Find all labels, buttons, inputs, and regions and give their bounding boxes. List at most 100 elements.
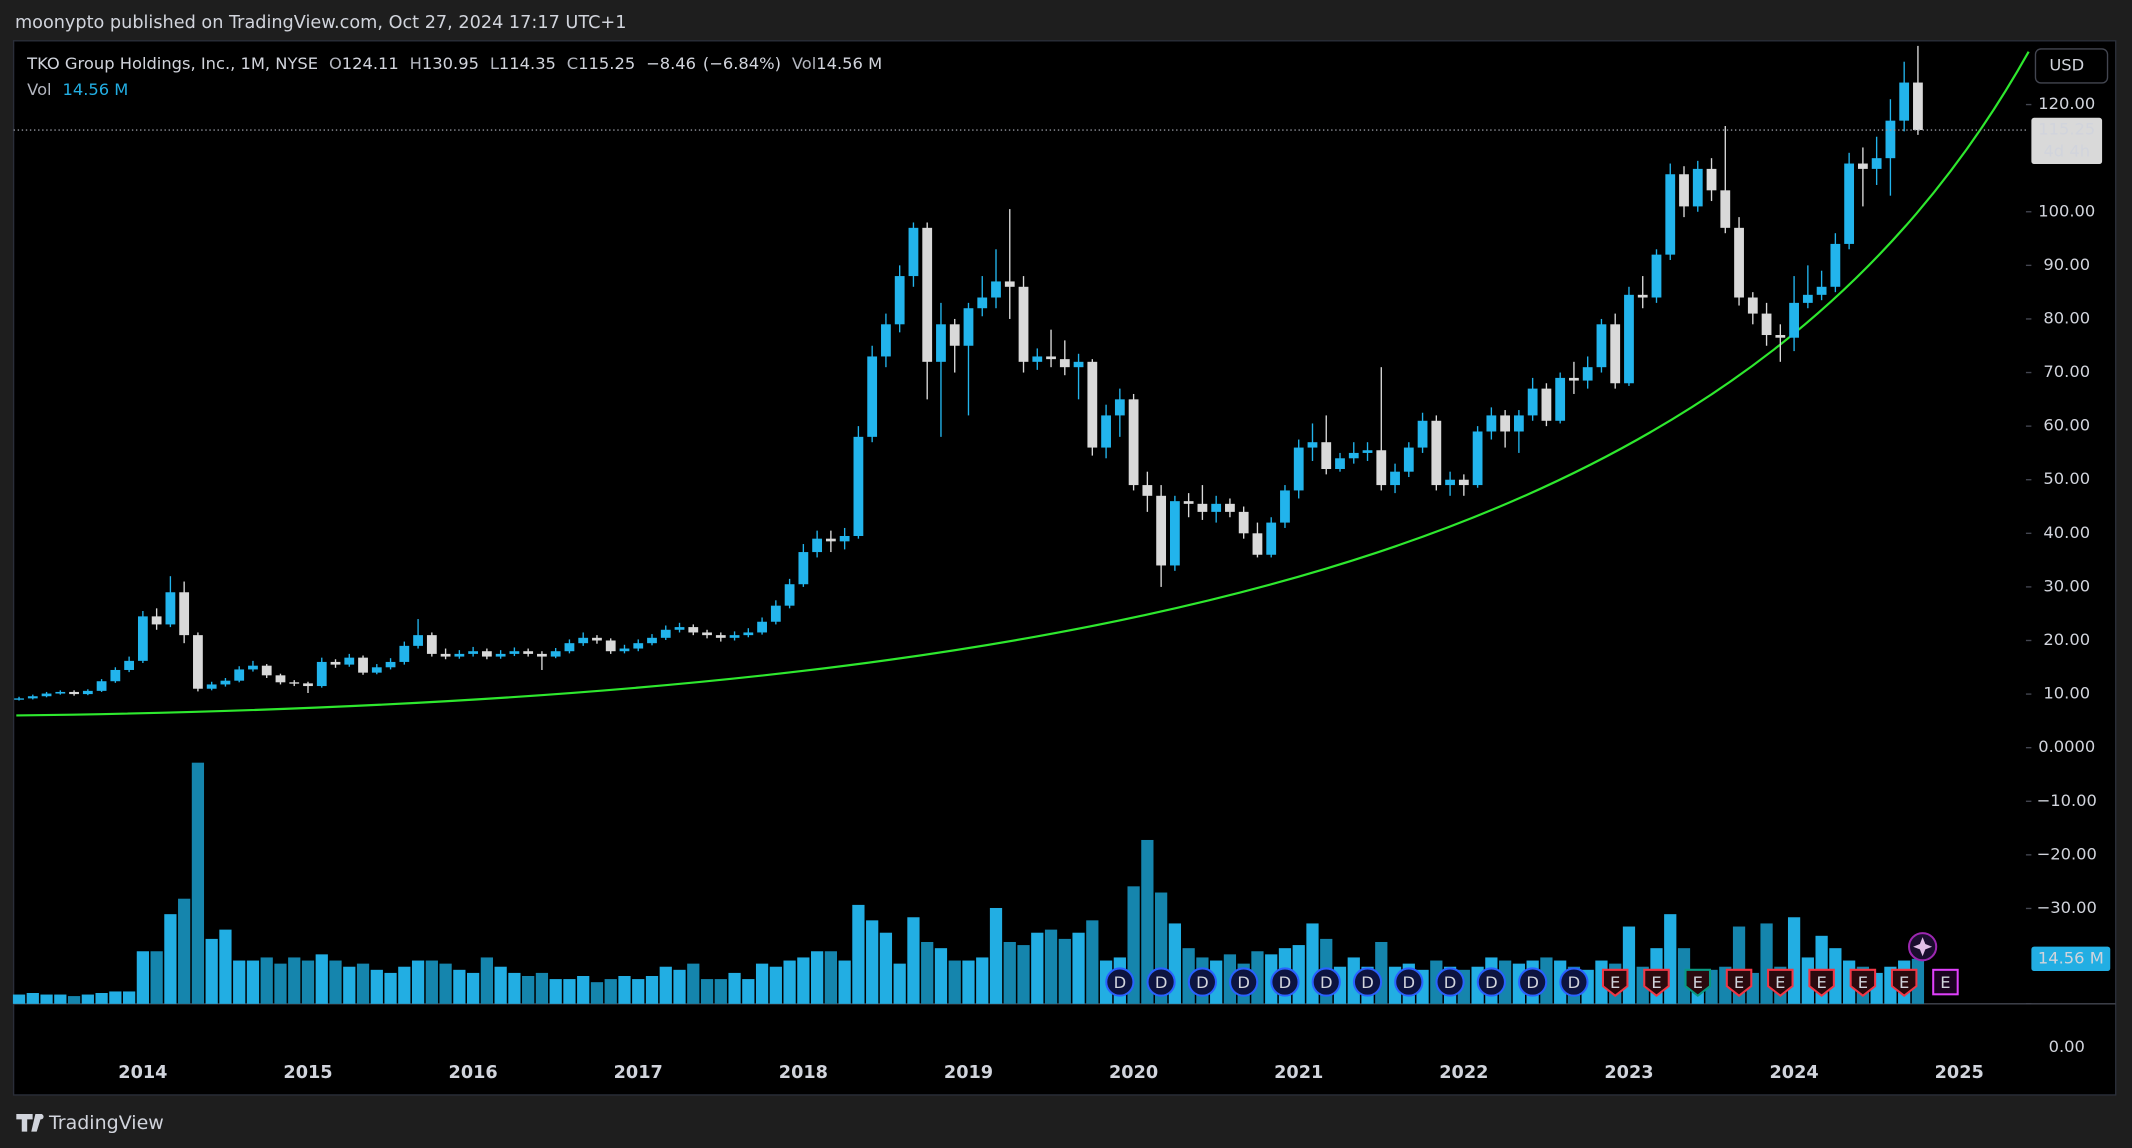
dividend-marker[interactable] xyxy=(1105,967,1135,997)
volume-bar xyxy=(907,917,920,1004)
candle-body xyxy=(1720,190,1731,228)
volume-bar xyxy=(191,762,205,1004)
candle-body xyxy=(633,643,644,649)
volume-bar xyxy=(1003,941,1016,1004)
candle-body xyxy=(1059,359,1070,368)
candle-body xyxy=(1857,163,1868,169)
dividend-marker[interactable] xyxy=(1559,967,1589,997)
candle-body xyxy=(1747,297,1758,314)
event-label: E xyxy=(1775,973,1785,992)
brand: TradingView xyxy=(48,1112,164,1134)
candle-body xyxy=(1169,501,1180,566)
candle-body xyxy=(344,657,355,665)
volume-bar xyxy=(824,951,838,1004)
earnings-marker xyxy=(1932,968,1959,996)
y-tick-label: −20.00 xyxy=(2037,844,2097,863)
dividend-marker[interactable] xyxy=(1518,967,1548,997)
volume-bar xyxy=(467,972,480,1004)
candle-body xyxy=(1362,450,1373,453)
x-tick-label: 2017 xyxy=(614,1063,663,1083)
volume-bar xyxy=(783,960,796,1004)
dividend-marker[interactable] xyxy=(1394,967,1424,997)
volume-bar xyxy=(260,957,273,1004)
candle-body xyxy=(798,552,809,585)
candle-body xyxy=(179,592,190,636)
earnings-marker xyxy=(1725,968,1753,997)
candle-body xyxy=(110,669,121,682)
candle-body xyxy=(14,698,24,700)
candle-body xyxy=(371,667,382,673)
candle-body xyxy=(1183,501,1194,504)
candle-body xyxy=(757,621,767,633)
candle-body xyxy=(55,691,66,694)
candle-body xyxy=(1844,163,1855,244)
legend-value: 14.56 M xyxy=(816,53,882,72)
dividend-marker[interactable] xyxy=(1311,967,1341,997)
chart-area xyxy=(12,40,2117,1096)
volume-bar xyxy=(728,972,741,1004)
volume-bar xyxy=(439,963,452,1004)
candle-body xyxy=(1569,377,1579,381)
candle-body xyxy=(1348,452,1359,459)
candle-body xyxy=(96,681,107,691)
volume-bar xyxy=(1072,932,1085,1004)
candle-body xyxy=(509,651,520,654)
candle-body xyxy=(137,616,148,661)
candle-body xyxy=(1472,431,1483,486)
volume-bar xyxy=(67,996,81,1004)
event-label: D xyxy=(1279,973,1292,992)
currency-button[interactable] xyxy=(2034,48,2109,84)
candle-body xyxy=(1500,415,1511,432)
symbol: TKO Group Holdings, Inc., 1M, NYSE xyxy=(26,53,318,72)
dividend-marker[interactable] xyxy=(1229,967,1259,997)
dividend-marker[interactable] xyxy=(1270,967,1300,997)
candle-body xyxy=(1101,415,1111,448)
candle-body xyxy=(1458,479,1469,486)
candle-body xyxy=(1390,471,1400,486)
y-tick-label: 10.00 xyxy=(2043,684,2090,703)
candle-body xyxy=(289,682,300,684)
volume-legend: Vol 14.56 M xyxy=(27,79,128,98)
candle-body xyxy=(991,281,1001,298)
volume-bar xyxy=(1044,929,1058,1004)
dividend-marker[interactable] xyxy=(1187,967,1218,997)
legend-label: H xyxy=(410,53,422,72)
x-tick-label: 2023 xyxy=(1604,1063,1653,1083)
legend-label: Vol xyxy=(27,79,51,98)
candle-body xyxy=(248,665,258,670)
event-label: E xyxy=(1816,973,1826,992)
candle-body xyxy=(468,651,479,654)
volume-bar xyxy=(178,898,191,1004)
candle-body xyxy=(715,635,726,638)
dividend-marker[interactable] xyxy=(1352,967,1383,997)
candle-body xyxy=(1513,415,1524,432)
volume-bar xyxy=(687,963,700,1004)
volume-bar xyxy=(109,991,122,1004)
legend-value: 115.25 xyxy=(578,53,635,72)
earnings-marker xyxy=(1808,968,1835,997)
price-tag-label: 115.25 xyxy=(2038,120,2095,139)
candle-body xyxy=(1114,399,1125,416)
candle-body xyxy=(702,632,712,636)
dividend-marker[interactable] xyxy=(1146,967,1176,997)
logo-icon xyxy=(16,1113,44,1132)
volume-bar xyxy=(742,979,755,1004)
volume-bar xyxy=(921,941,934,1004)
dividend-marker[interactable] xyxy=(1476,967,1506,997)
candle-body xyxy=(1665,174,1676,255)
candle-body xyxy=(1816,286,1827,295)
volume-bar xyxy=(26,992,39,1004)
earnings-marker xyxy=(1767,968,1794,997)
x-tick-label: 2020 xyxy=(1109,1063,1158,1083)
candle-body xyxy=(1541,388,1552,421)
dividend-marker[interactable] xyxy=(1435,967,1465,997)
candle-body xyxy=(1899,82,1910,121)
candle-body xyxy=(1252,533,1263,555)
candle-body xyxy=(1266,522,1277,555)
volume-tag-label: 14.56 M xyxy=(2038,948,2104,967)
volume-bar xyxy=(535,972,549,1004)
candle-body xyxy=(619,648,630,652)
volume-bar xyxy=(315,954,328,1004)
currency[interactable]: USD xyxy=(2049,55,2084,74)
candle-body xyxy=(908,227,919,277)
